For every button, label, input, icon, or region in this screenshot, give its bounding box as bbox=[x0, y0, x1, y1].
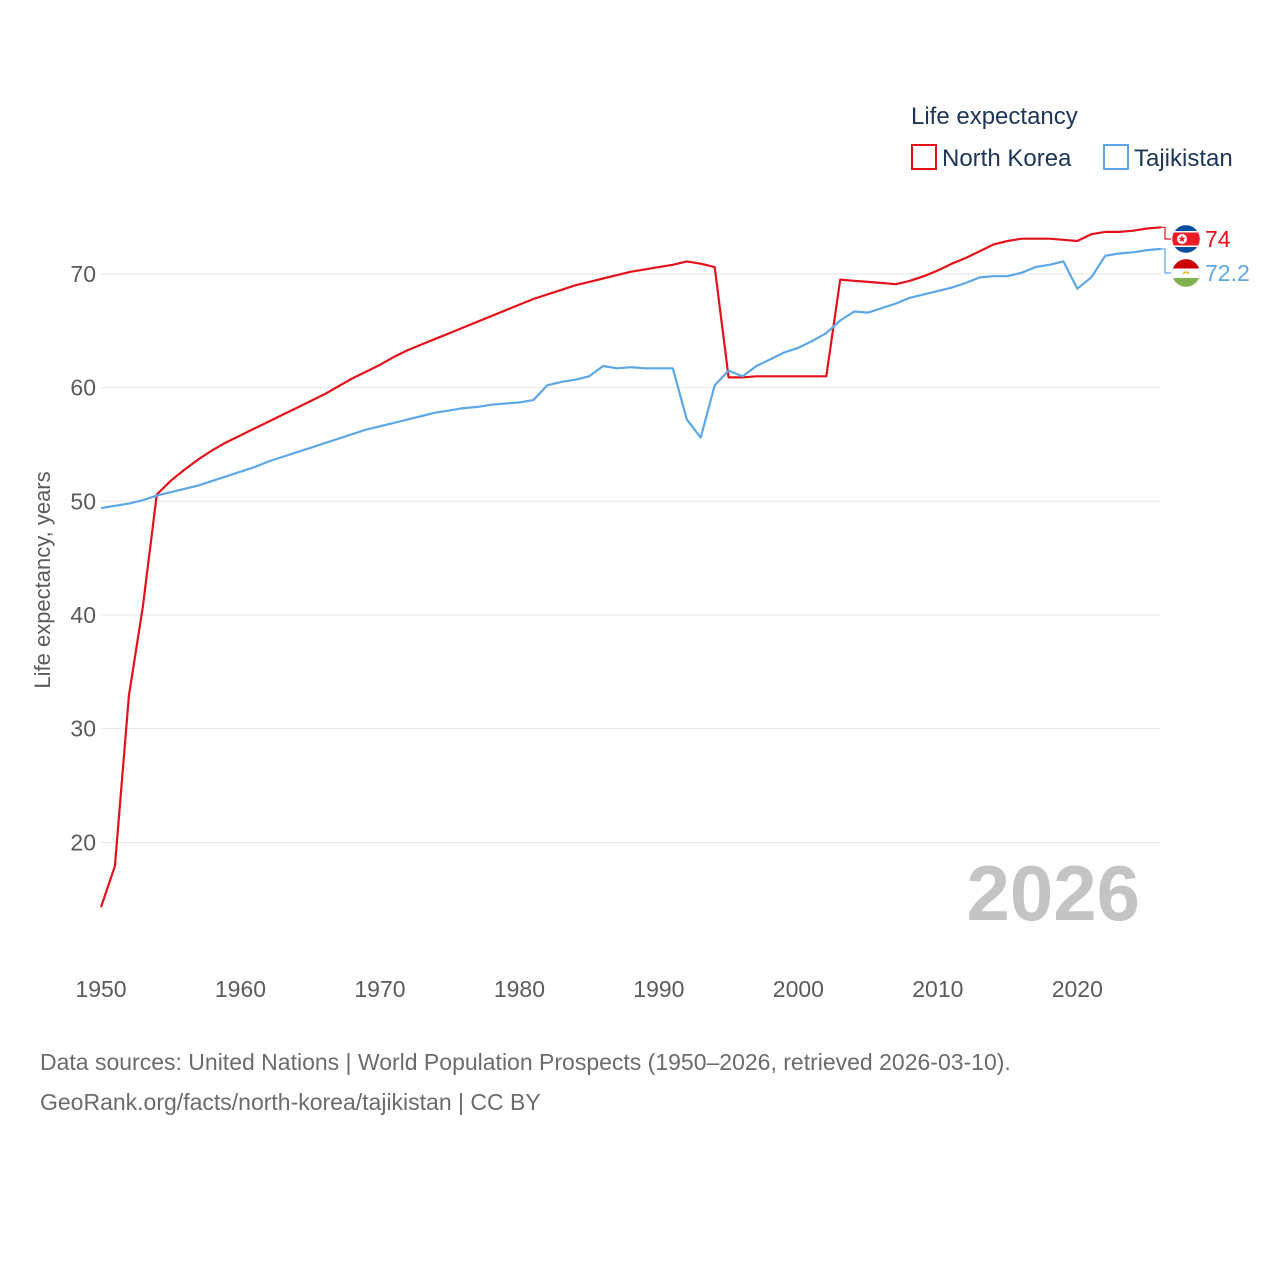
line-chart: 20 30 40 50 60 70 1950 1960 1970 1980 1990 2000 201… bbox=[30, 103, 1250, 1002]
gridlines bbox=[101, 273, 1161, 843]
y-tick-label-40: 40 bbox=[70, 602, 96, 628]
legend-swatch-north-korea bbox=[911, 144, 937, 170]
legend-label-north-korea: North Korea bbox=[942, 145, 1072, 172]
series-lines bbox=[99, 226, 1162, 908]
end-value-label-north-korea: 74 bbox=[1205, 226, 1231, 252]
end-connector-tajikistan bbox=[1161, 248, 1171, 274]
end-labels: 74 72.2 bbox=[1161, 224, 1250, 288]
y-tick-label-60: 60 bbox=[70, 375, 96, 401]
legend-title: Life expectancy bbox=[911, 103, 1078, 130]
data-sources-text: Data sources: United Nations | World Pop… bbox=[40, 1049, 1011, 1075]
series-line-tajikistan[interactable] bbox=[100, 247, 1162, 510]
x-tick-label-1990: 1990 bbox=[633, 976, 684, 1002]
y-tick-label-70: 70 bbox=[70, 261, 96, 287]
y-tick-label-20: 20 bbox=[70, 829, 96, 855]
tajikistan-flag-icon bbox=[1172, 259, 1200, 287]
end-value-label-tajikistan: 72.2 bbox=[1205, 260, 1250, 286]
chart-footer: Data sources: United Nations | World Pop… bbox=[40, 1042, 1260, 1122]
x-axis-ticks: 1950 1960 1970 1980 1990 2000 2010 2020 bbox=[75, 976, 1102, 1002]
legend-item-north-korea[interactable]: North Korea bbox=[911, 144, 1072, 172]
legend-swatch-tajikistan bbox=[1103, 144, 1129, 170]
legend-label-tajikistan: Tajikistan bbox=[1134, 145, 1233, 172]
x-tick-label-2010: 2010 bbox=[912, 976, 963, 1002]
y-tick-label-30: 30 bbox=[70, 716, 96, 742]
y-axis-ticks: 20 30 40 50 60 70 bbox=[70, 261, 96, 855]
year-watermark: 2026 bbox=[966, 849, 1140, 937]
x-tick-label-1980: 1980 bbox=[494, 976, 545, 1002]
y-tick-label-50: 50 bbox=[70, 488, 96, 514]
x-tick-label-2000: 2000 bbox=[773, 976, 824, 1002]
x-tick-label-1950: 1950 bbox=[75, 976, 126, 1002]
x-tick-label-1970: 1970 bbox=[354, 976, 405, 1002]
end-connector-north-korea bbox=[1161, 226, 1171, 240]
y-axis-title: Life expectancy, years bbox=[30, 471, 55, 688]
legend-item-tajikistan[interactable]: Tajikistan bbox=[1103, 144, 1233, 172]
x-tick-label-2020: 2020 bbox=[1052, 976, 1103, 1002]
series-line-north-korea[interactable] bbox=[99, 226, 1162, 908]
legend[interactable]: Life expectancy North Korea Tajikistan bbox=[911, 103, 1233, 172]
north-korea-flag-icon bbox=[1172, 225, 1200, 253]
attribution-link[interactable]: GeoRank.org/facts/north-korea/tajikistan… bbox=[40, 1089, 541, 1115]
x-tick-label-1960: 1960 bbox=[215, 976, 266, 1002]
